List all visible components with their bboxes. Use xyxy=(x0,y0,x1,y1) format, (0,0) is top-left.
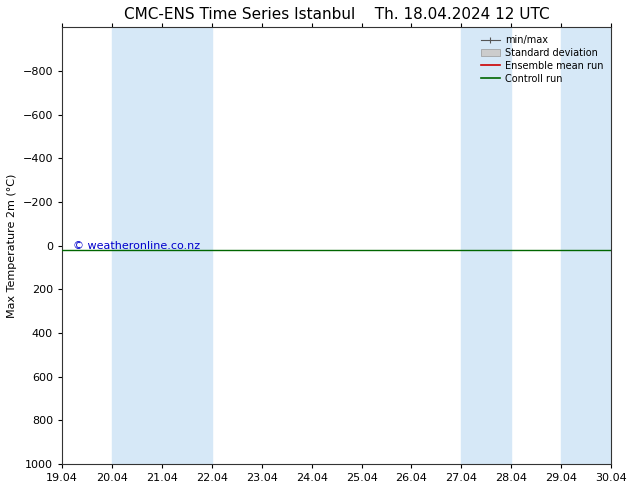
Legend: min/max, Standard deviation, Ensemble mean run, Controll run: min/max, Standard deviation, Ensemble me… xyxy=(477,32,606,87)
Bar xyxy=(561,27,611,464)
Bar xyxy=(112,27,212,464)
Title: CMC-ENS Time Series Istanbul    Th. 18.04.2024 12 UTC: CMC-ENS Time Series Istanbul Th. 18.04.2… xyxy=(124,7,550,22)
Y-axis label: Max Temperature 2m (°C): Max Temperature 2m (°C) xyxy=(7,173,17,318)
Bar xyxy=(462,27,512,464)
Text: © weatheronline.co.nz: © weatheronline.co.nz xyxy=(73,241,200,251)
